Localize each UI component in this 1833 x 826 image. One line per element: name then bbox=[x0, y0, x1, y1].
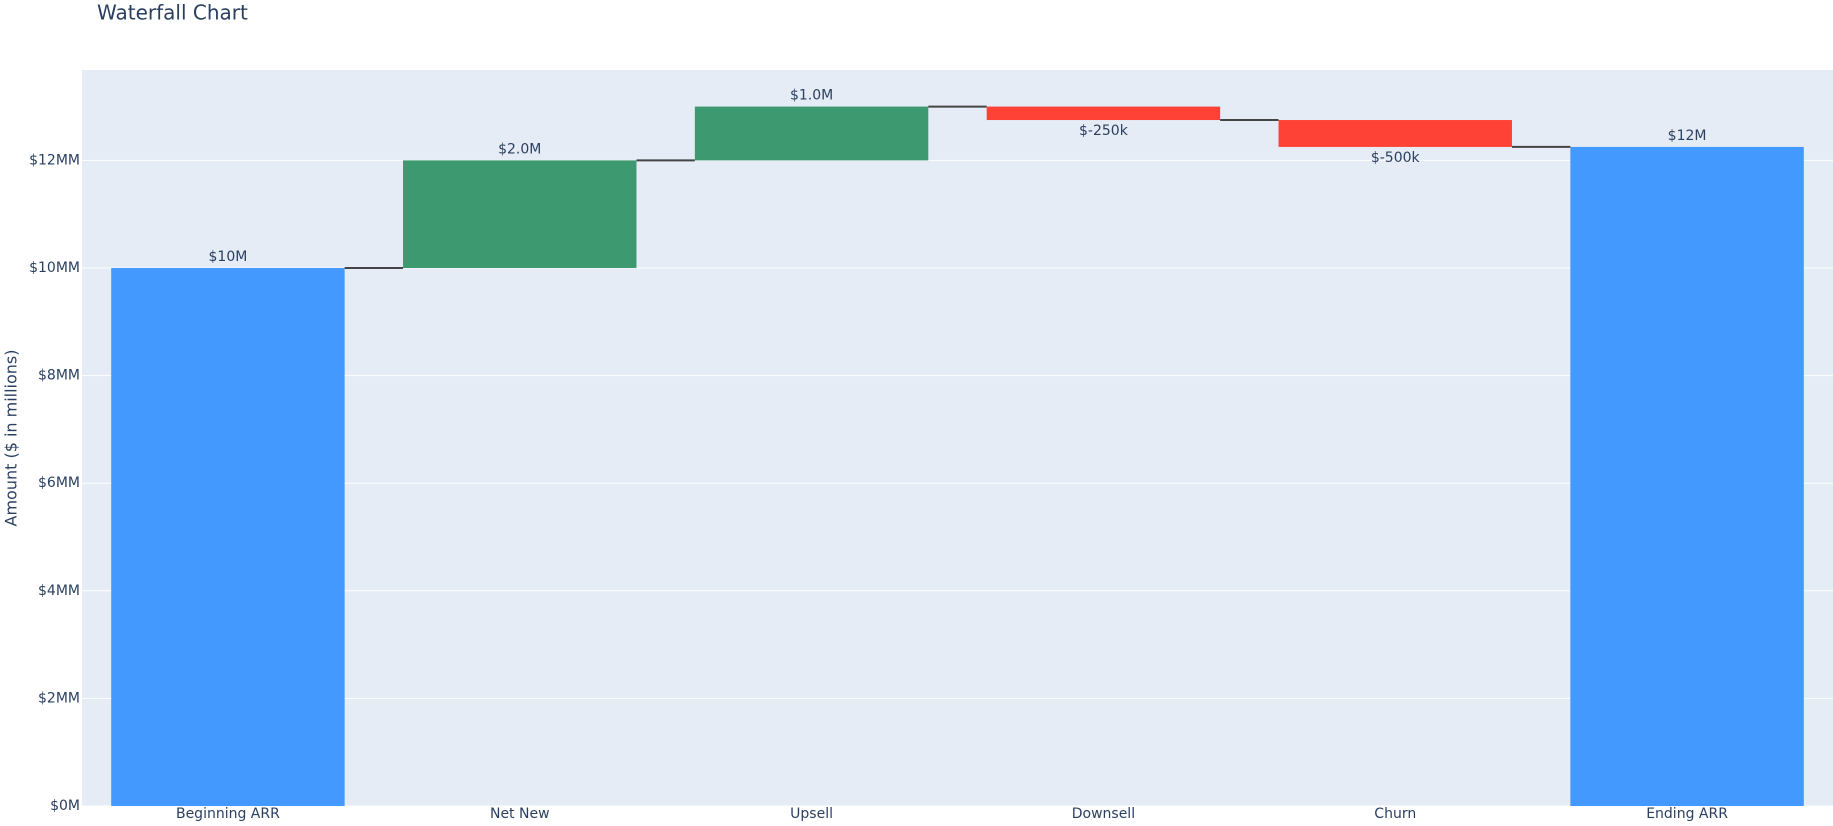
chart-title: Waterfall Chart bbox=[97, 1, 248, 25]
bar bbox=[1570, 146, 1804, 806]
y-tick-label: $2MM bbox=[38, 690, 80, 706]
x-tick-label: Downsell bbox=[1072, 806, 1135, 822]
x-tick-label: Ending ARR bbox=[1646, 806, 1728, 822]
y-tick-label: $0M bbox=[50, 798, 80, 814]
x-tick-label: Beginning ARR bbox=[176, 806, 280, 822]
bar bbox=[1278, 120, 1512, 147]
bar bbox=[111, 267, 345, 807]
y-tick-label: $12MM bbox=[29, 152, 80, 168]
y-axis-title: Amount ($ in millions) bbox=[2, 349, 21, 526]
bar bbox=[403, 160, 637, 268]
value-label: $-500k bbox=[1371, 150, 1421, 166]
x-tick-label: Net New bbox=[490, 806, 550, 822]
value-label: $-250k bbox=[1079, 123, 1129, 139]
x-tick-label: Churn bbox=[1374, 806, 1416, 822]
bar bbox=[694, 106, 929, 161]
value-label: $1.0M bbox=[790, 88, 833, 104]
plot-background bbox=[82, 70, 1833, 806]
y-tick-label: $10MM bbox=[29, 260, 80, 276]
y-tick-label: $8MM bbox=[38, 368, 80, 384]
value-label: $12M bbox=[1668, 128, 1707, 144]
value-label: $10M bbox=[209, 249, 248, 265]
value-label: $2.0M bbox=[498, 141, 541, 157]
x-tick-label: Upsell bbox=[790, 806, 833, 822]
y-tick-label: $4MM bbox=[38, 583, 80, 599]
y-tick-label: $6MM bbox=[38, 475, 80, 491]
bar bbox=[986, 106, 1221, 121]
